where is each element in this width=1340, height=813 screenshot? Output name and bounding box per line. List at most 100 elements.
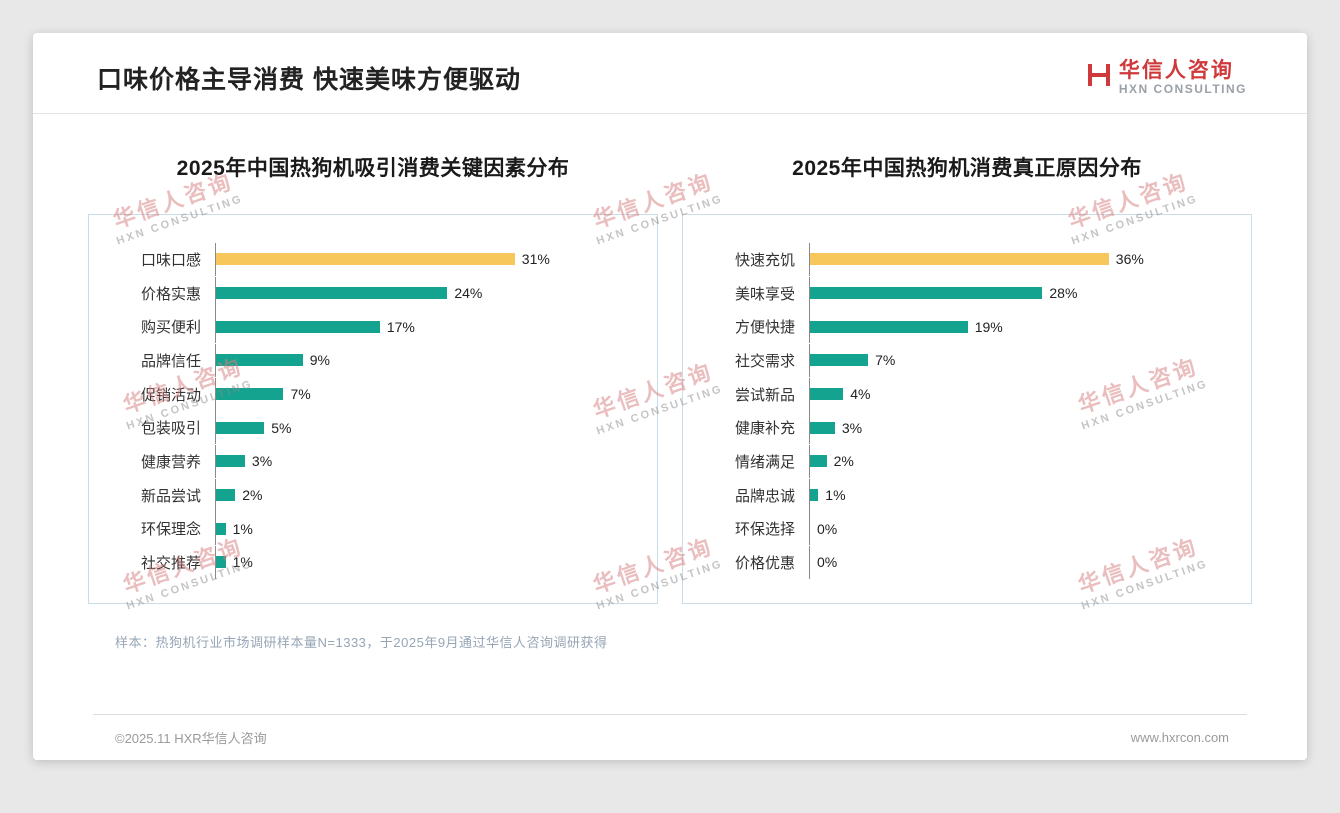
bar: [216, 522, 226, 535]
bar-category-label: 促销活动: [140, 386, 201, 404]
bar-category-label: 情绪满足: [734, 453, 795, 471]
bar-category-label: 品牌信任: [140, 352, 201, 370]
bar: [216, 489, 236, 502]
bar-row: 社交推荐 1%: [111, 545, 631, 579]
page-title: 口味价格主导消费 快速美味方便驱动: [97, 65, 521, 94]
bar-value-label: 7%: [290, 386, 311, 403]
bar-track: 5%: [215, 411, 631, 445]
bar-category-label: 新品尝试: [140, 487, 201, 505]
bar: [216, 320, 380, 333]
bar-value-label: 4%: [850, 386, 871, 403]
bar-category-label: 口味口感: [140, 251, 201, 269]
bar-value-label: 19%: [974, 318, 1003, 335]
bar-category-label: 社交需求: [734, 352, 795, 370]
bar-row: 新品尝试 2%: [111, 478, 631, 512]
bar-row: 快速充饥 36%: [705, 242, 1225, 276]
bar-track: 4%: [809, 377, 1225, 411]
bar: [810, 287, 1043, 300]
bar-value-label: 0%: [817, 554, 838, 571]
bar-track: 3%: [809, 411, 1225, 445]
bar-row: 社交需求 7%: [705, 343, 1225, 377]
bar-row: 促销活动 7%: [111, 377, 631, 411]
bar-row: 健康营养 3%: [111, 444, 631, 478]
bar: [810, 489, 819, 502]
bar: [216, 388, 284, 401]
bar-track: 28%: [809, 276, 1225, 310]
bar-row: 口味口感 31%: [111, 242, 631, 276]
bar-row: 方便快捷 19%: [705, 310, 1225, 344]
chart-right-plot: 快速充饥 36% 美味享受 28% 方便快捷 19% 社交需求 7% 尝试新品 4% 健康补充 3% 情…: [682, 213, 1252, 604]
bar-value-label: 1%: [232, 520, 253, 537]
bar-track: 36%: [809, 242, 1225, 276]
sample-note: 样本：热狗机行业市场调研样本量N=1333，于2025年9月通过华信人咨询调研获…: [115, 634, 608, 650]
bar-category-label: 健康补充: [734, 420, 795, 438]
bar-track: 7%: [215, 377, 631, 411]
brand-logo-icon: [1087, 61, 1111, 94]
bar: [810, 421, 835, 434]
bar-value-label: 2%: [242, 487, 263, 504]
header: 口味价格主导消费 快速美味方便驱动 华信人咨询 HXN CONSULTING: [33, 33, 1307, 114]
bar-value-label: 9%: [309, 352, 330, 369]
bar-row: 购买便利 17%: [111, 310, 631, 344]
bar-track: 17%: [215, 310, 631, 344]
bar-value-label: 7%: [875, 352, 896, 369]
bar-track: 19%: [809, 310, 1225, 344]
bar-row: 价格实惠 24%: [111, 276, 631, 310]
bar-track: 0%: [809, 512, 1225, 546]
bar: [810, 253, 1109, 266]
brand-name-cn: 华信人咨询: [1118, 59, 1234, 82]
bar-value-label: 2%: [833, 453, 854, 470]
bar-value-label: 31%: [521, 251, 550, 268]
brand-name-en: HXN CONSULTING: [1118, 82, 1247, 97]
bar-value-label: 28%: [1049, 285, 1078, 302]
bar: [216, 287, 448, 300]
bar-value-label: 1%: [232, 554, 253, 571]
bar: [810, 320, 968, 333]
bar: [216, 354, 303, 367]
bar: [216, 556, 226, 569]
chart-left: 2025年中国热狗机吸引消费关键因素分布 口味口感 31% 价格实惠 24% 购买便利 1…: [88, 152, 658, 604]
bar-row: 尝试新品 4%: [705, 377, 1225, 411]
bar: [810, 455, 827, 468]
bar-row: 环保理念 1%: [111, 512, 631, 546]
footer-website: www.hxrcon.com: [1130, 730, 1229, 745]
bar-row: 健康补充 3%: [705, 411, 1225, 445]
chart-right: 2025年中国热狗机消费真正原因分布 快速充饥 36% 美味享受 28% 方便快捷 19%…: [682, 152, 1252, 604]
bar-category-label: 快速充饥: [734, 251, 795, 269]
bar-category-label: 方便快捷: [734, 319, 795, 337]
bar: [216, 421, 265, 434]
bar-row: 包装吸引 5%: [111, 411, 631, 445]
bar-value-label: 1%: [825, 487, 846, 504]
bar-value-label: 3%: [841, 419, 863, 436]
bar: [810, 388, 844, 401]
charts-row: 2025年中国热狗机吸引消费关键因素分布 口味口感 31% 价格实惠 24% 购买便利 1…: [33, 152, 1307, 604]
bar-category-label: 美味享受: [734, 285, 795, 303]
bar-row: 美味享受 28%: [705, 276, 1225, 310]
bar-category-label: 价格实惠: [140, 285, 201, 303]
bar-track: 3%: [215, 444, 631, 478]
bar-value-label: 36%: [1115, 251, 1144, 268]
chart-right-title: 2025年中国热狗机消费真正原因分布: [792, 156, 1142, 180]
bar-value-label: 5%: [271, 419, 292, 436]
bar-row: 价格优惠 0%: [705, 545, 1225, 579]
bar-category-label: 环保选择: [734, 521, 795, 539]
bar-category-label: 尝试新品: [734, 386, 795, 404]
bar: [216, 253, 515, 266]
bar-category-label: 购买便利: [140, 319, 201, 337]
bar-category-label: 环保理念: [140, 521, 201, 539]
bar-category-label: 健康营养: [140, 453, 201, 471]
bar: [216, 455, 245, 468]
bar-track: 2%: [809, 444, 1225, 478]
bar-track: 0%: [809, 545, 1225, 579]
footer-copyright: ©2025.11 HXR华信人咨询: [115, 731, 267, 746]
bar-value-label: 3%: [251, 453, 273, 470]
bar-row: 情绪满足 2%: [705, 444, 1225, 478]
bar-track: 2%: [215, 478, 631, 512]
chart-left-title: 2025年中国热狗机吸引消费关键因素分布: [176, 156, 570, 180]
bar-track: 24%: [215, 276, 631, 310]
bar-row: 环保选择 0%: [705, 512, 1225, 546]
bar-track: 7%: [809, 343, 1225, 377]
bar-value-label: 17%: [386, 318, 415, 335]
slide-card: 口味价格主导消费 快速美味方便驱动 华信人咨询 HXN CONSULTING 2…: [33, 33, 1307, 760]
bar-track: 9%: [215, 343, 631, 377]
